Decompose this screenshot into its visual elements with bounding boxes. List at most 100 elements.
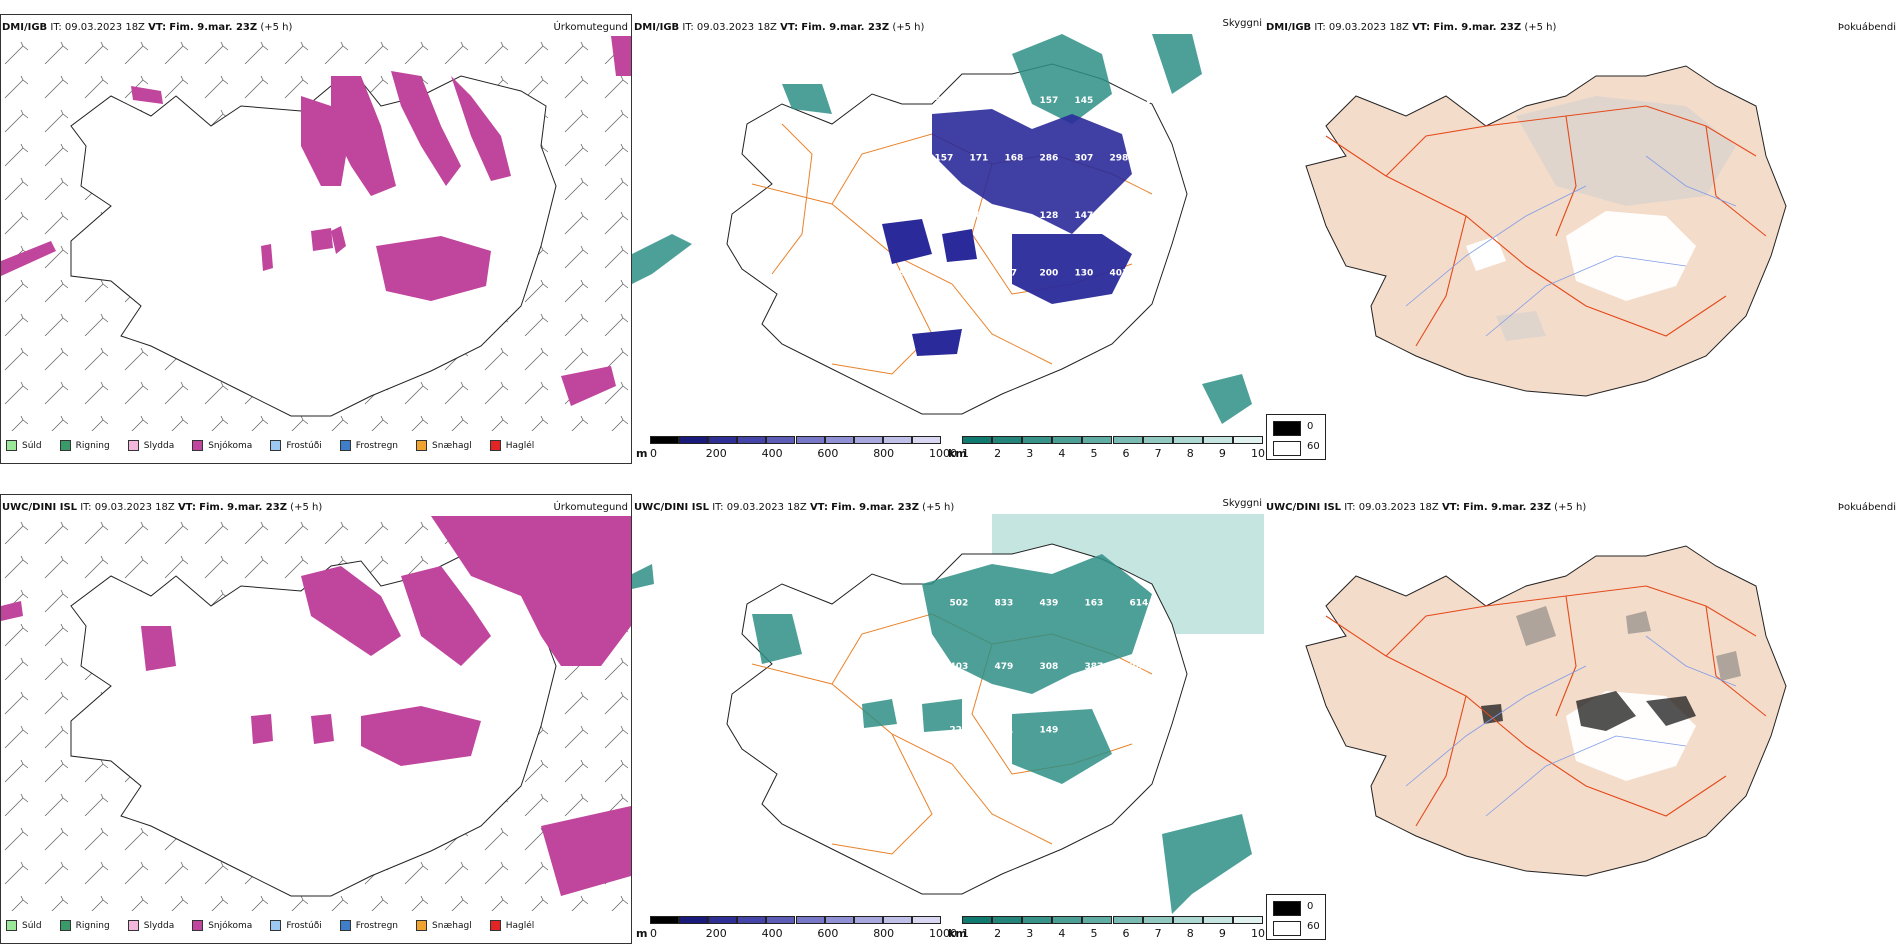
legend-swatch xyxy=(59,920,71,931)
scale-tick: 6 xyxy=(1122,447,1130,460)
cloud-base-label: 171 xyxy=(970,153,989,163)
cloud-base-label: 63 xyxy=(1145,268,1158,278)
height-scale-row2: m 0 200 400 600 800 1000 xyxy=(636,916,957,944)
scale-segment xyxy=(853,436,883,444)
cloud-base-label: 439 xyxy=(1040,599,1059,609)
precip-map-row2 xyxy=(1,516,631,911)
cloud-base-label: 118 xyxy=(1005,96,1024,106)
scale-segment xyxy=(679,916,709,924)
scale-segment xyxy=(708,916,738,924)
legend-item: Slydda xyxy=(127,440,174,451)
scale-segment xyxy=(708,436,738,444)
vis-scale-row1: km 1 2 3 4 5 6 7 8 9 10 xyxy=(948,436,1265,464)
scale-tick: 800 xyxy=(873,447,895,460)
scale-segment xyxy=(737,916,767,924)
model-name: DMI/IGB xyxy=(2,22,48,33)
legend-swatch xyxy=(339,920,351,931)
scale-segment xyxy=(1142,436,1173,444)
fog-legend-row1: 0 60 xyxy=(1266,414,1326,460)
scale-segment xyxy=(1052,436,1083,444)
legend-item: Snjókoma xyxy=(192,920,252,931)
fog-swatch xyxy=(1273,441,1301,456)
scale-tick: 9 xyxy=(1218,447,1226,460)
legend-swatch xyxy=(192,920,204,931)
scale-tick: 400 xyxy=(761,447,783,460)
legend-swatch xyxy=(416,440,428,451)
vis-scale-row2: km 1 2 3 4 5 6 7 8 9 10 xyxy=(948,916,1265,944)
scale-segment xyxy=(962,436,993,444)
cloud-base-label: 403 xyxy=(950,662,969,672)
scale-tick: 1 xyxy=(962,927,969,940)
scale-tick: 6 xyxy=(1122,927,1130,940)
scale-segment xyxy=(1022,436,1053,444)
scale-unit: km xyxy=(948,447,967,460)
cloud-base-label: 77 xyxy=(1005,268,1018,278)
cloud-base-label: 139 xyxy=(1145,153,1164,163)
cloud-base-label: 168 xyxy=(1005,153,1024,163)
fog-map-row2 xyxy=(1305,545,1787,877)
scale-segment xyxy=(911,916,941,924)
legend-item: Frostregn xyxy=(339,440,398,451)
legend-swatch xyxy=(489,440,501,451)
cloud-base-label: 304 xyxy=(1005,211,1024,221)
scale-segment xyxy=(1172,436,1203,444)
fog-swatch xyxy=(1273,901,1301,916)
legend-item: Snjókoma xyxy=(192,440,252,451)
title-precip-row2: Úrkomutegund xyxy=(553,502,628,513)
cloud-base-label: 298 xyxy=(1110,153,1129,163)
legend-item: Rigning xyxy=(59,440,110,451)
scale-segment xyxy=(992,436,1023,444)
scale-tick: 10 xyxy=(1251,927,1265,940)
scale-segment xyxy=(1052,916,1083,924)
precip-frame-row1 xyxy=(0,14,632,464)
scale-segment xyxy=(795,436,825,444)
scale-tick: 3 xyxy=(1026,447,1034,460)
cloud-base-label: 111 xyxy=(970,268,989,278)
cloud-base-label: 296 xyxy=(900,211,919,221)
scale-segment xyxy=(679,436,709,444)
scale-tick: 5 xyxy=(1090,927,1098,940)
cloud-base-label: 200 xyxy=(1040,268,1059,278)
scale-tick: 4 xyxy=(1058,447,1066,460)
cloud-base-label: 153 xyxy=(1145,96,1164,106)
cloud-base-label: 163 xyxy=(1085,599,1104,609)
scale-unit: m xyxy=(636,447,648,460)
scale-segment xyxy=(992,916,1023,924)
scale-segment xyxy=(766,916,796,924)
title-cloud-row2: Skyggni xyxy=(1222,498,1262,509)
cloud-base-label: 380 xyxy=(905,599,924,609)
scale-tick: 0 xyxy=(650,447,657,460)
legend-swatch xyxy=(192,440,204,451)
precip-legend-row1: Súld Rigning Slydda Snjókoma Frostúði Fr… xyxy=(6,440,552,451)
scale-tick: 800 xyxy=(873,927,895,940)
legend-swatch xyxy=(6,920,17,931)
cloud-base-label: 479 xyxy=(995,662,1014,672)
cloud-map-row2: 380 502 833 439 163 614 477 403 479 308 387 287 265 2… xyxy=(632,514,1264,914)
cloud-base-label: 147 xyxy=(1075,211,1094,221)
scale-segment xyxy=(882,436,912,444)
scale-segment xyxy=(1142,916,1173,924)
title-precip-row1: Úrkomutegund xyxy=(553,22,628,33)
legend-swatch xyxy=(339,440,351,451)
precip-map-row1 xyxy=(1,36,631,431)
height-scale-row1: m 0 200 400 600 800 1000 xyxy=(636,436,957,464)
legend-swatch xyxy=(489,920,501,931)
scale-segment xyxy=(1232,436,1263,444)
cloud-base-label: 287 xyxy=(1130,662,1149,672)
fog-swatch xyxy=(1273,421,1301,436)
legend-swatch xyxy=(270,920,282,931)
scale-segment xyxy=(1082,916,1113,924)
legend-item: Haglél xyxy=(489,440,534,451)
title-cloud-row1: Skyggni xyxy=(1222,18,1262,29)
scale-segment xyxy=(795,916,825,924)
scale-segment xyxy=(766,436,796,444)
scale-tick: 8 xyxy=(1186,927,1194,940)
cloud-base-label: 387 xyxy=(1085,662,1104,672)
cloud-base-label: 828 xyxy=(900,96,919,106)
legend-item: Frostregn xyxy=(339,920,398,931)
title-fog-row1: Þokuábendi xyxy=(1837,22,1896,33)
scale-segment xyxy=(853,916,883,924)
header-precip-row1: DMI/IGB IT: 09.03.2023 18Z VT: Fim. 9.ma… xyxy=(2,22,293,33)
header-cloud-row1: DMI/IGB IT: 09.03.2023 18Z VT: Fim. 9.ma… xyxy=(634,22,925,33)
scale-segment xyxy=(650,916,680,924)
